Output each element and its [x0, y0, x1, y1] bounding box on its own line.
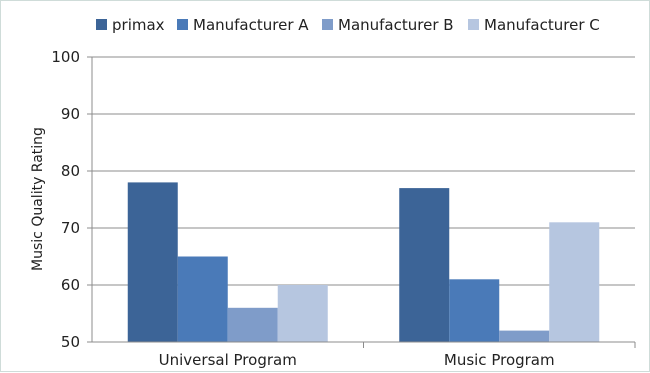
- gridlines: [92, 56, 635, 286]
- legend-swatch: [96, 19, 107, 30]
- y-tick-label: 60: [61, 276, 80, 294]
- bars: [127, 182, 600, 342]
- bar-manufacturer-a: [449, 279, 500, 342]
- x-axis: Universal Program Music Program: [92, 341, 636, 369]
- bar-manufacturer-b: [227, 307, 278, 342]
- bar-primax: [127, 182, 178, 342]
- legend-label: Manufacturer A: [193, 16, 309, 34]
- y-axis-title: Music Quality Rating: [30, 127, 46, 271]
- legend-swatch: [177, 19, 188, 30]
- legend-label: Manufacturer B: [338, 16, 454, 34]
- legend: primax Manufacturer A Manufacturer B Manufa…: [96, 16, 600, 34]
- legend-label: Manufacturer C: [484, 16, 600, 34]
- bar-manufacturer-a: [177, 256, 228, 342]
- bar-manufacturer-c: [549, 222, 600, 342]
- y-tick-label: 90: [61, 105, 80, 123]
- bar-manufacturer-c: [277, 285, 328, 342]
- y-tick-label: 80: [61, 162, 80, 180]
- legend-swatch: [468, 19, 479, 30]
- y-tick-label: 70: [61, 219, 80, 237]
- legend-label: primax: [112, 16, 165, 34]
- legend-swatch: [322, 19, 333, 30]
- y-axis: 50 60 70 80 90 100: [51, 48, 93, 351]
- bar-manufacturer-b: [499, 330, 550, 342]
- y-tick-label: 50: [61, 333, 80, 351]
- x-tick-label: Universal Program: [159, 351, 297, 369]
- bar-primax: [399, 188, 450, 342]
- y-tick-label: 100: [51, 48, 80, 66]
- x-tick-label: Music Program: [444, 351, 555, 369]
